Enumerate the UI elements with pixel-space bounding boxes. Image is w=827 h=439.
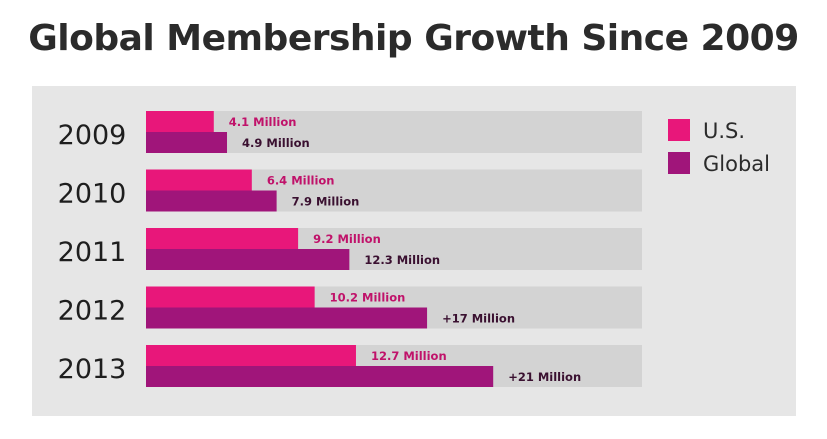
legend-label: Global bbox=[703, 152, 770, 176]
bar-global-2009 bbox=[146, 132, 228, 153]
legend-swatch bbox=[668, 119, 690, 141]
bar-us-2010 bbox=[146, 169, 252, 191]
category-label: 2010 bbox=[58, 179, 127, 210]
category-label: 2013 bbox=[58, 354, 127, 385]
data-label: 7.9 Million bbox=[292, 195, 360, 209]
legend-label: U.S. bbox=[703, 119, 745, 143]
data-label: 9.2 Million bbox=[313, 232, 381, 246]
category-label: 2011 bbox=[58, 237, 127, 268]
category-label: 2012 bbox=[58, 296, 127, 327]
bar-us-2012 bbox=[146, 286, 315, 308]
bar-global-2012 bbox=[146, 307, 428, 329]
bar-global-2010 bbox=[146, 190, 277, 212]
data-label: 4.9 Million bbox=[242, 136, 310, 150]
data-label: 10.2 Million bbox=[330, 291, 406, 305]
bar-global-2013 bbox=[146, 366, 494, 387]
data-label: 12.3 Million bbox=[364, 253, 440, 267]
chart-title: Global Membership Growth Since 2009 bbox=[28, 18, 799, 59]
bar-us-2011 bbox=[146, 228, 299, 249]
category-label: 2009 bbox=[58, 120, 127, 151]
bar-global-2011 bbox=[146, 249, 350, 270]
data-label: 12.7 Million bbox=[371, 349, 447, 363]
data-label: +21 Million bbox=[508, 370, 581, 384]
bar-us-2013 bbox=[146, 345, 356, 366]
legend-swatch bbox=[668, 152, 690, 174]
bar-track bbox=[146, 111, 642, 153]
data-label: +17 Million bbox=[442, 312, 515, 326]
data-label: 4.1 Million bbox=[229, 115, 297, 129]
data-label: 6.4 Million bbox=[267, 174, 335, 188]
bar-us-2009 bbox=[146, 111, 214, 132]
